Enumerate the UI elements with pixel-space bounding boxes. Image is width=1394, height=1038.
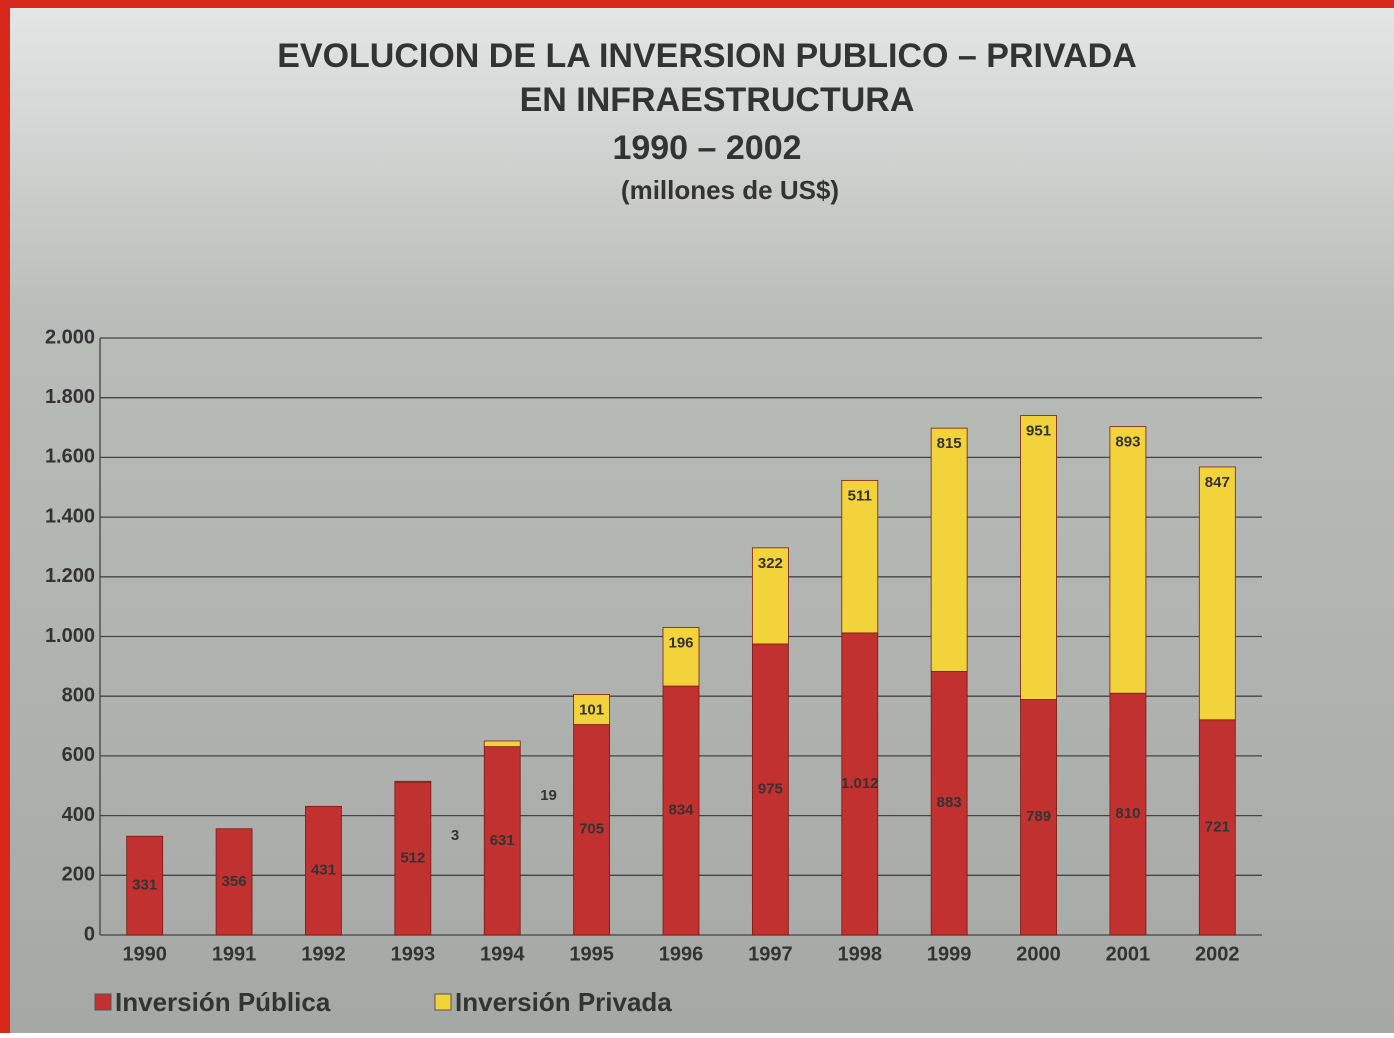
data-label: 975	[758, 780, 783, 797]
bar-segment	[395, 781, 431, 782]
data-label: 893	[1115, 434, 1140, 451]
x-tick-label: 2000	[1016, 943, 1061, 965]
data-label: 3	[451, 827, 459, 844]
data-label: 322	[758, 555, 783, 572]
data-label: 789	[1026, 808, 1051, 825]
bar-segment	[1199, 467, 1235, 720]
data-label: 196	[668, 635, 693, 652]
legend-label: Inversión Pública	[115, 987, 331, 1017]
chart-subtitle: (millones de US$)	[621, 175, 839, 205]
data-label: 810	[1115, 805, 1140, 822]
x-tick-label: 1991	[212, 943, 257, 965]
data-label: 847	[1205, 474, 1230, 491]
y-tick-label: 1.600	[45, 446, 95, 468]
x-tick-label: 1993	[391, 943, 436, 965]
x-tick-label: 1990	[122, 943, 167, 965]
legend-swatch	[435, 994, 451, 1010]
data-label: 101	[579, 701, 604, 718]
data-label: 431	[311, 862, 336, 879]
data-label: 1.012	[841, 775, 879, 792]
legend-swatch	[95, 994, 111, 1010]
data-label: 705	[579, 821, 604, 838]
y-tick-label: 800	[62, 684, 95, 706]
y-tick-label: 1.800	[45, 386, 95, 408]
chart: EVOLUCION DE LA INVERSION PUBLICO – PRIV…	[0, 0, 1394, 1033]
x-tick-label: 1997	[748, 943, 793, 965]
data-label: 815	[937, 435, 962, 452]
data-label: 356	[222, 873, 247, 890]
data-label: 511	[848, 487, 872, 504]
data-label: 512	[400, 850, 425, 867]
y-tick-label: 400	[62, 804, 95, 826]
x-tick-label: 1994	[480, 943, 525, 965]
y-tick-label: 2.000	[45, 326, 95, 348]
chart-title: EVOLUCION DE LA INVERSION PUBLICO – PRIV…	[277, 37, 1137, 75]
bar-segment	[1021, 416, 1057, 700]
x-tick-label: 1996	[659, 943, 704, 965]
y-tick-label: 1.400	[45, 505, 95, 527]
data-label: 721	[1205, 818, 1230, 835]
y-tick-label: 1.000	[45, 625, 95, 647]
chart-period: 1990 – 2002	[612, 129, 801, 167]
y-tick-label: 0	[84, 923, 95, 945]
bar-segment	[484, 741, 520, 747]
data-label: 631	[490, 832, 515, 849]
x-tick-label: 1999	[927, 943, 972, 965]
x-tick-label: 1992	[301, 943, 346, 965]
y-tick-label: 1.200	[45, 565, 95, 587]
data-label: 951	[1026, 423, 1051, 440]
x-tick-label: 1998	[838, 943, 883, 965]
x-tick-label: 2002	[1195, 943, 1240, 965]
bar-segment	[1110, 427, 1146, 694]
legend-label: Inversión Privada	[455, 987, 672, 1017]
y-tick-label: 600	[62, 744, 95, 766]
x-tick-label: 1995	[569, 943, 614, 965]
data-label: 19	[540, 787, 557, 804]
data-label: 331	[132, 877, 157, 894]
data-label: 883	[937, 794, 962, 811]
x-tick-label: 2001	[1106, 943, 1151, 965]
chart-title: EN INFRAESTRUCTURA	[520, 81, 915, 119]
y-tick-label: 200	[62, 864, 95, 886]
data-label: 834	[668, 801, 694, 818]
bar-segment	[931, 428, 967, 671]
